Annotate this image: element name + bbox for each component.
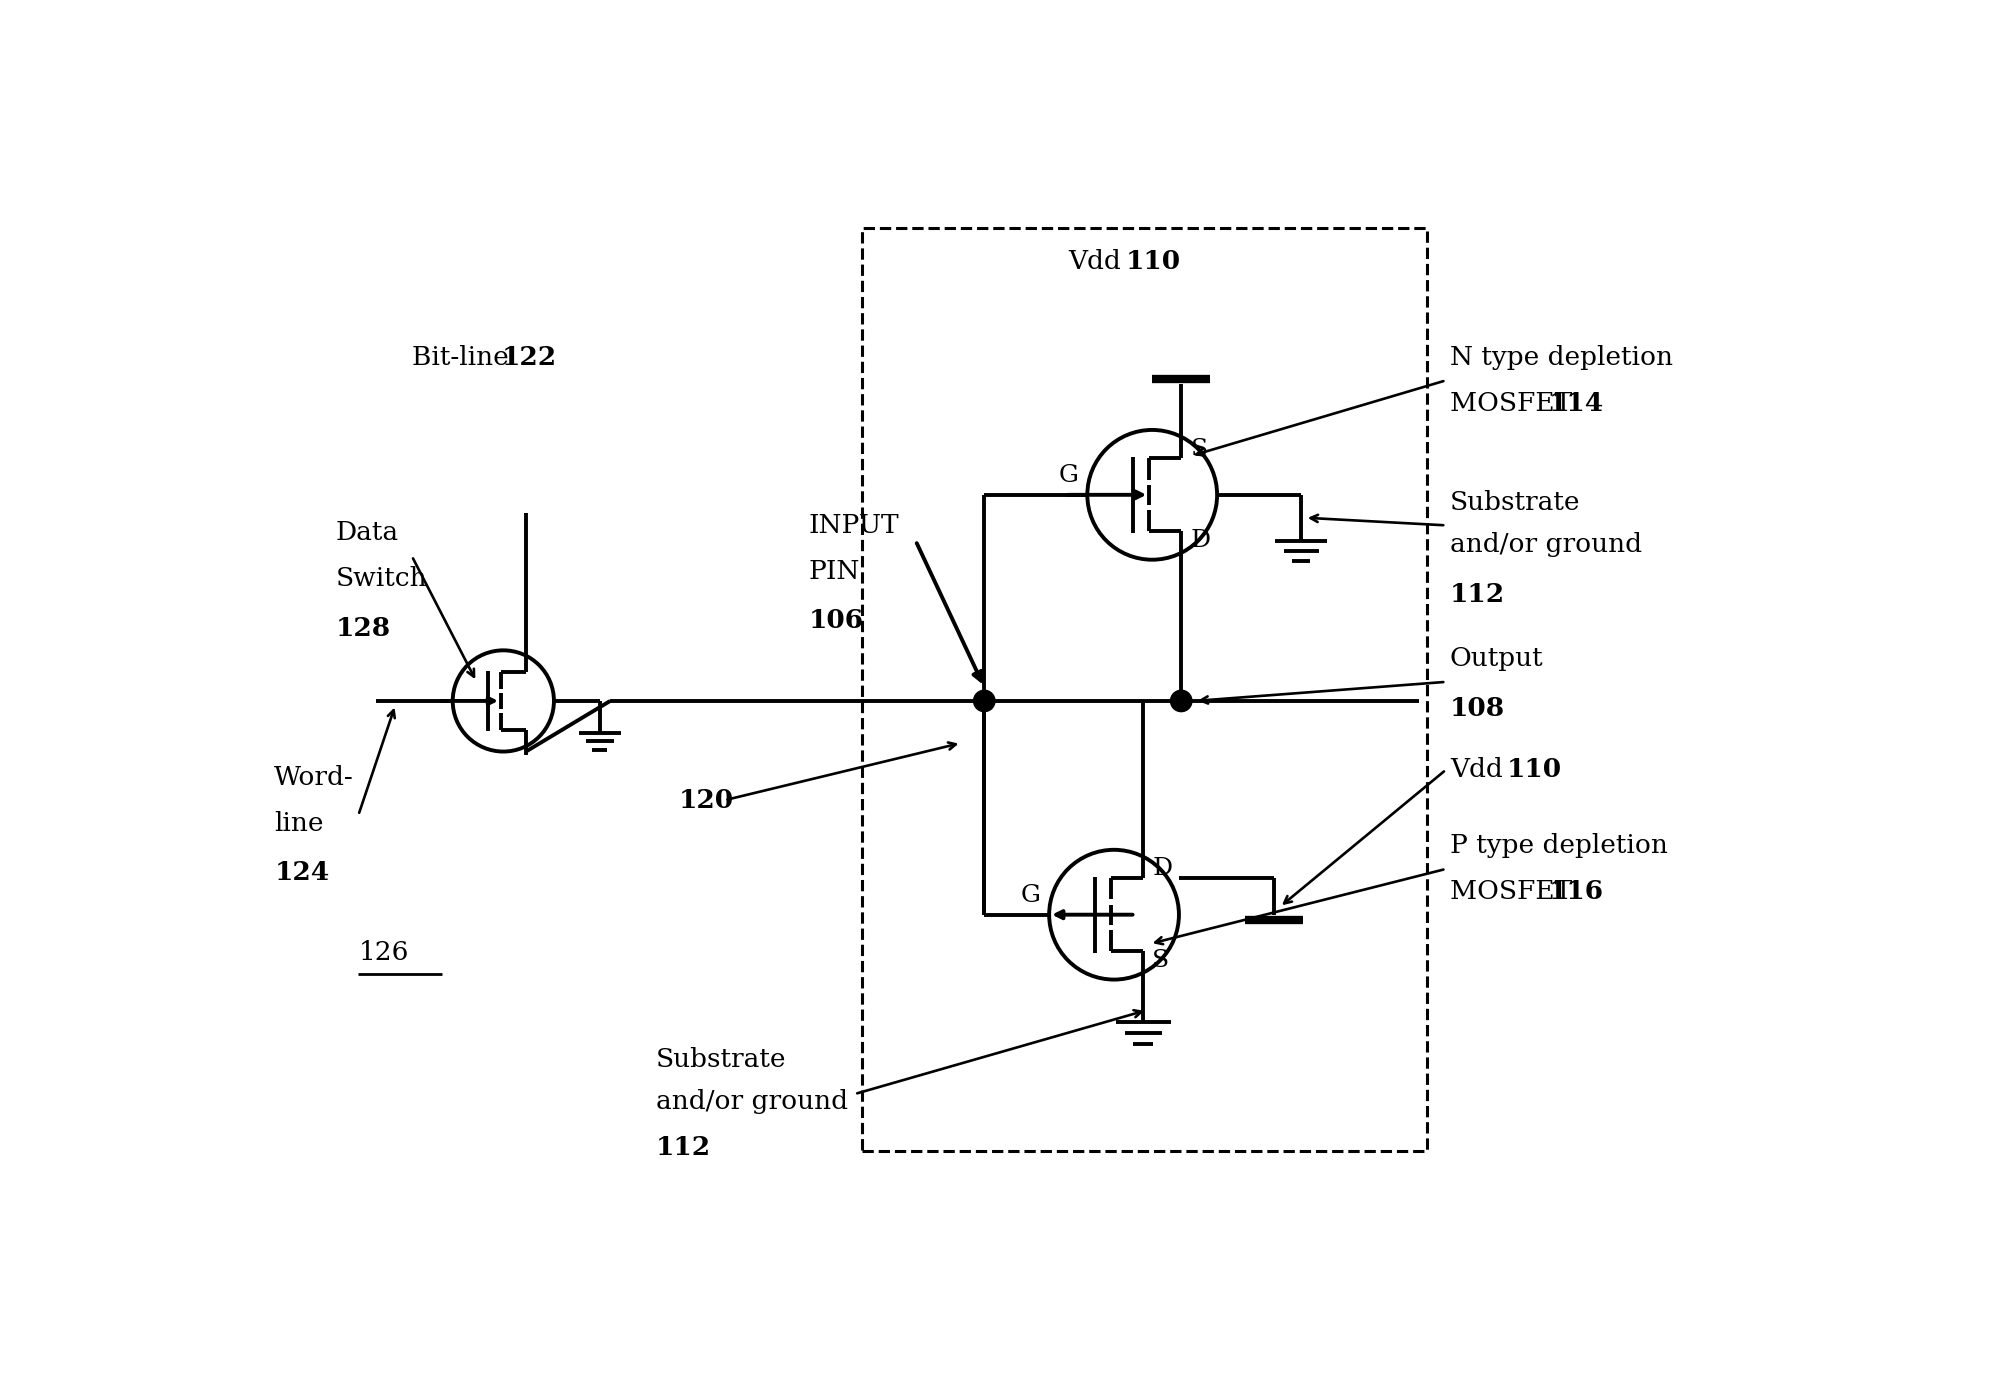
Text: Vdd: Vdd: [1067, 250, 1129, 275]
Text: D: D: [1153, 858, 1173, 880]
Text: 112: 112: [656, 1135, 710, 1160]
Text: PIN: PIN: [808, 558, 860, 584]
Text: 126: 126: [359, 940, 409, 966]
Text: D: D: [1191, 529, 1211, 552]
Text: line: line: [273, 811, 323, 836]
Text: Switch: Switch: [335, 566, 427, 591]
Text: 114: 114: [1550, 390, 1604, 416]
Text: G: G: [1057, 464, 1079, 487]
Text: and/or ground: and/or ground: [1450, 532, 1642, 557]
Text: Vdd: Vdd: [1450, 756, 1510, 783]
Text: P type depletion: P type depletion: [1450, 833, 1668, 859]
Text: Output: Output: [1450, 647, 1544, 672]
Text: Substrate: Substrate: [1450, 490, 1580, 515]
Text: S: S: [1191, 437, 1207, 461]
Text: 110: 110: [1506, 756, 1562, 783]
Text: 120: 120: [678, 787, 734, 813]
Text: S: S: [1153, 949, 1169, 972]
Text: MOSFET: MOSFET: [1450, 879, 1580, 905]
Text: 110: 110: [1125, 250, 1181, 275]
Text: 128: 128: [335, 616, 391, 641]
Circle shape: [974, 690, 996, 712]
Text: and/or ground: and/or ground: [656, 1090, 848, 1115]
Text: Substrate: Substrate: [656, 1047, 786, 1073]
Text: Data: Data: [335, 520, 399, 545]
Text: 122: 122: [503, 344, 557, 371]
Text: 108: 108: [1450, 695, 1504, 722]
Text: 106: 106: [808, 608, 864, 633]
Text: 124: 124: [273, 861, 329, 886]
Text: 112: 112: [1450, 582, 1504, 607]
Text: 116: 116: [1550, 879, 1604, 905]
Text: Word-: Word-: [273, 765, 353, 790]
Text: MOSFET: MOSFET: [1450, 390, 1580, 416]
Circle shape: [1171, 690, 1191, 712]
Text: N type depletion: N type depletion: [1450, 344, 1674, 371]
Text: G: G: [1019, 884, 1039, 908]
Text: Bit-line: Bit-line: [411, 344, 517, 371]
Text: INPUT: INPUT: [808, 512, 900, 539]
